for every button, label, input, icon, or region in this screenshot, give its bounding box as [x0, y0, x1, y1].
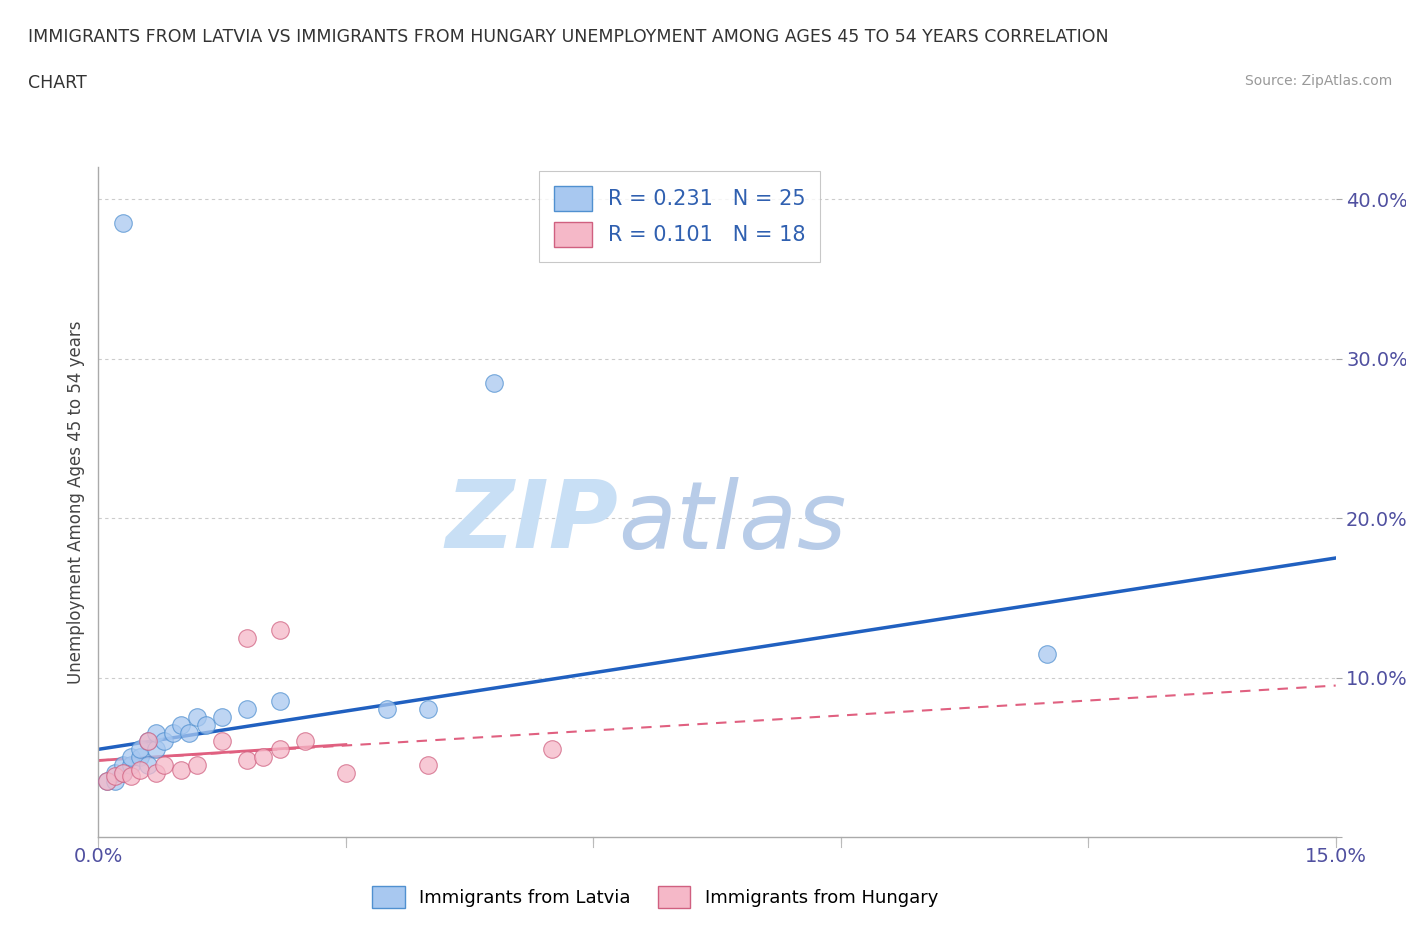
- Point: [120, 750, 142, 764]
- Text: atlas: atlas: [619, 477, 846, 568]
- Point: [104, 765, 127, 780]
- Point: [162, 726, 184, 741]
- Point: [136, 734, 159, 749]
- Point: [153, 758, 176, 773]
- Point: [375, 702, 398, 717]
- Point: [418, 702, 440, 717]
- Point: [128, 763, 150, 777]
- Point: [112, 216, 135, 231]
- Point: [120, 758, 142, 773]
- Point: [96, 774, 118, 789]
- Legend: Immigrants from Latvia, Immigrants from Hungary: Immigrants from Latvia, Immigrants from …: [366, 879, 945, 915]
- Point: [194, 718, 217, 733]
- Point: [112, 765, 135, 780]
- Point: [104, 774, 127, 789]
- Point: [104, 769, 127, 784]
- Point: [236, 702, 259, 717]
- Y-axis label: Unemployment Among Ages 45 to 54 years: Unemployment Among Ages 45 to 54 years: [66, 321, 84, 684]
- Point: [120, 769, 142, 784]
- Point: [418, 758, 440, 773]
- Point: [269, 694, 291, 709]
- Point: [136, 734, 159, 749]
- Point: [128, 742, 150, 757]
- Point: [269, 742, 291, 757]
- Point: [96, 774, 118, 789]
- Point: [186, 710, 208, 724]
- Text: ZIP: ZIP: [446, 476, 619, 568]
- Point: [145, 765, 167, 780]
- Point: [145, 726, 167, 741]
- Point: [112, 758, 135, 773]
- Text: Source: ZipAtlas.com: Source: ZipAtlas.com: [1244, 74, 1392, 88]
- Point: [236, 631, 259, 645]
- Point: [252, 750, 274, 764]
- Point: [153, 734, 176, 749]
- Point: [294, 734, 316, 749]
- Point: [136, 758, 159, 773]
- Point: [236, 753, 259, 768]
- Point: [170, 763, 193, 777]
- Point: [186, 758, 208, 773]
- Text: CHART: CHART: [28, 74, 87, 92]
- Point: [128, 750, 150, 764]
- Point: [170, 718, 193, 733]
- Point: [112, 765, 135, 780]
- Text: IMMIGRANTS FROM LATVIA VS IMMIGRANTS FROM HUNGARY UNEMPLOYMENT AMONG AGES 45 TO : IMMIGRANTS FROM LATVIA VS IMMIGRANTS FRO…: [28, 28, 1109, 46]
- Point: [145, 742, 167, 757]
- Point: [211, 734, 233, 749]
- Point: [484, 375, 506, 390]
- Point: [1036, 646, 1059, 661]
- Point: [211, 710, 233, 724]
- Point: [335, 765, 357, 780]
- Point: [541, 742, 564, 757]
- Point: [179, 726, 201, 741]
- Point: [269, 622, 291, 637]
